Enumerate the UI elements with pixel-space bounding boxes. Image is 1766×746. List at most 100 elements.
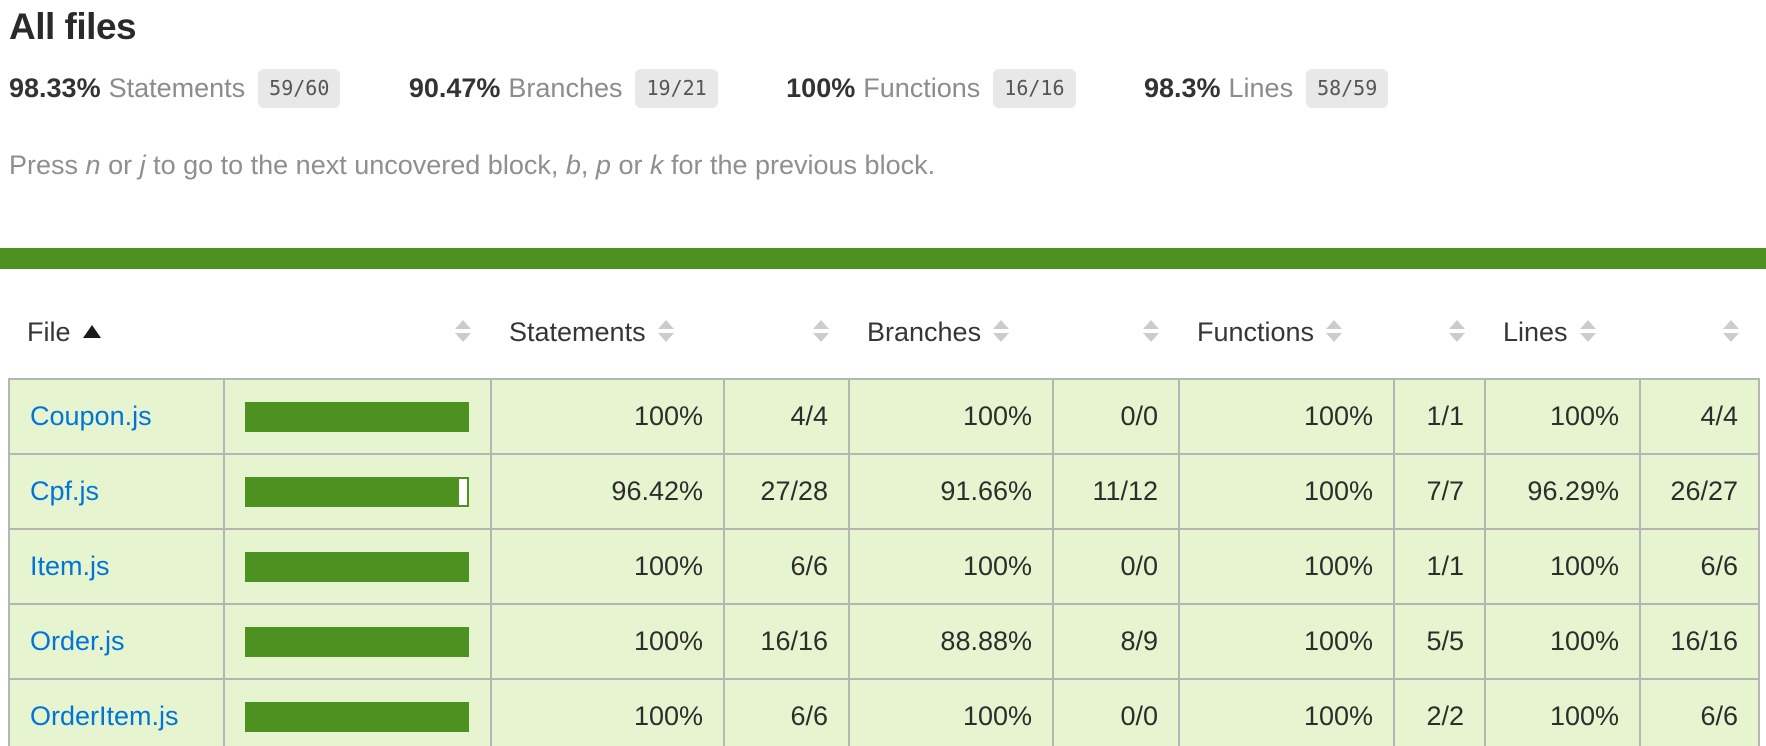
coverage-bar-fill (247, 478, 460, 505)
column-header-branches-raw[interactable] (1053, 293, 1179, 379)
file-cell: Order.js (8, 603, 225, 680)
functions-raw-cell: 1/1 (1393, 378, 1486, 455)
coverage-bar-chart (245, 626, 469, 657)
coverage-bar-cell (223, 378, 492, 455)
coverage-bar-fill (247, 703, 467, 730)
coverage-summary-table: File Statements Branches Functions Lines… (8, 293, 1760, 746)
column-header-lines-label: Lines (1503, 317, 1568, 347)
column-header-coverage-bar[interactable] (224, 293, 491, 379)
branches-fraction-badge: 19/21 (635, 69, 718, 108)
file-cell: Item.js (8, 528, 225, 605)
functions-pct: 100% (786, 73, 856, 103)
statements-raw-cell: 4/4 (723, 378, 850, 455)
coverage-bar-chart (245, 701, 469, 732)
hint-text: , (580, 150, 596, 180)
coverage-bar-fill (247, 628, 467, 655)
lines-pct-cell: 100% (1484, 528, 1641, 605)
statements-pct-cell: 100% (490, 678, 725, 746)
key-k: k (649, 150, 664, 180)
file-link[interactable]: Coupon.js (30, 401, 152, 431)
lines-raw-cell: 16/16 (1639, 603, 1760, 680)
column-header-lines-raw[interactable] (1640, 293, 1759, 379)
branches-raw-cell: 0/0 (1052, 678, 1180, 746)
branches-raw-cell: 11/12 (1052, 453, 1180, 530)
functions-pct-cell: 100% (1178, 378, 1395, 455)
hint-text: to go to the next uncovered block, (145, 150, 566, 180)
coverage-bar-fill (247, 403, 467, 430)
sort-icon (993, 319, 1010, 342)
lines-pct-cell: 100% (1484, 603, 1641, 680)
branches-pct-cell: 91.66% (848, 453, 1054, 530)
column-header-functions-raw[interactable] (1394, 293, 1485, 379)
functions-label: Functions (863, 73, 981, 103)
hint-text: or (100, 150, 140, 180)
functions-raw-cell: 7/7 (1393, 453, 1486, 530)
statements-raw-cell: 6/6 (723, 528, 850, 605)
statements-pct-cell: 100% (490, 528, 725, 605)
column-header-statements-raw[interactable] (724, 293, 849, 379)
sort-icon (1449, 319, 1465, 342)
file-link[interactable]: Order.js (30, 626, 125, 656)
coverage-bar-cell (223, 453, 492, 530)
statements-pct-cell: 100% (490, 378, 725, 455)
hint-text: Press (9, 150, 86, 180)
functions-raw-cell: 2/2 (1393, 678, 1486, 746)
statements-pct-cell: 100% (490, 603, 725, 680)
coverage-bar-cell (223, 678, 492, 746)
functions-fraction-badge: 16/16 (993, 69, 1076, 108)
functions-raw-cell: 1/1 (1393, 528, 1486, 605)
table-row: Item.js 100% 6/6 100% 0/0 100% 1/1 100% … (8, 528, 1760, 605)
table-header-row: File Statements Branches Functions Lines (9, 293, 1759, 379)
page-title: All files (9, 6, 137, 47)
sort-icon (1143, 319, 1159, 342)
statements-label: Statements (108, 73, 246, 103)
sort-icon (1326, 319, 1343, 342)
branches-label: Branches (508, 73, 623, 103)
column-header-branches[interactable]: Branches (849, 293, 1053, 379)
branches-pct: 90.47% (408, 73, 501, 103)
lines-label: Lines (1228, 73, 1294, 103)
coverage-bar-fill (247, 553, 467, 580)
table-row: Coupon.js 100% 4/4 100% 0/0 100% 1/1 100… (8, 378, 1760, 455)
sort-icon (657, 319, 674, 342)
sort-ascending-icon (82, 325, 101, 339)
functions-pct-cell: 100% (1178, 603, 1395, 680)
statements-raw-cell: 27/28 (723, 453, 850, 530)
lines-raw-cell: 6/6 (1639, 678, 1760, 746)
statements-metric: 98.33% Statements 59/60 (9, 69, 341, 108)
file-cell: OrderItem.js (8, 678, 225, 746)
lines-pct-cell: 100% (1484, 678, 1641, 746)
column-header-statements[interactable]: Statements (491, 293, 724, 379)
branches-metric: 90.47% Branches 19/21 (408, 69, 718, 108)
table-row: Cpf.js 96.42% 27/28 91.66% 11/12 100% 7/… (8, 453, 1760, 530)
column-header-functions[interactable]: Functions (1179, 293, 1394, 379)
coverage-bar-cell (223, 603, 492, 680)
statements-pct-cell: 96.42% (490, 453, 725, 530)
file-link[interactable]: Cpf.js (30, 476, 100, 506)
lines-fraction-badge: 58/59 (1306, 69, 1389, 108)
coverage-summary-bar: 98.33% Statements 59/60 90.47% Branches 19/2… (9, 69, 1757, 108)
sort-icon (1723, 319, 1739, 342)
keyboard-shortcut-hint: Press n or j to go to the next uncovered… (9, 150, 1757, 181)
coverage-bar-chart (245, 476, 469, 507)
coverage-bar-chart (245, 551, 469, 582)
key-b: b (565, 150, 581, 180)
branches-pct-cell: 88.88% (848, 603, 1054, 680)
key-j: j (139, 150, 146, 180)
column-header-file[interactable]: File (9, 293, 224, 379)
file-link[interactable]: OrderItem.js (30, 701, 179, 731)
sort-icon (455, 319, 471, 342)
lines-pct: 98.3% (1143, 73, 1221, 103)
functions-metric: 100% Functions 16/16 (786, 69, 1076, 108)
column-header-lines[interactable]: Lines (1485, 293, 1640, 379)
column-header-branches-label: Branches (867, 317, 982, 347)
report-header: All files 98.33% Statements 59/60 90.47% Br… (0, 6, 1766, 181)
sort-icon (813, 319, 829, 342)
key-p: p (595, 150, 611, 180)
file-cell: Cpf.js (8, 453, 225, 530)
coverage-bar-cell (223, 528, 492, 605)
coverage-status-line (0, 248, 1766, 269)
coverage-bar-empty (459, 478, 467, 505)
hint-text: or (610, 150, 650, 180)
file-link[interactable]: Item.js (30, 551, 110, 581)
